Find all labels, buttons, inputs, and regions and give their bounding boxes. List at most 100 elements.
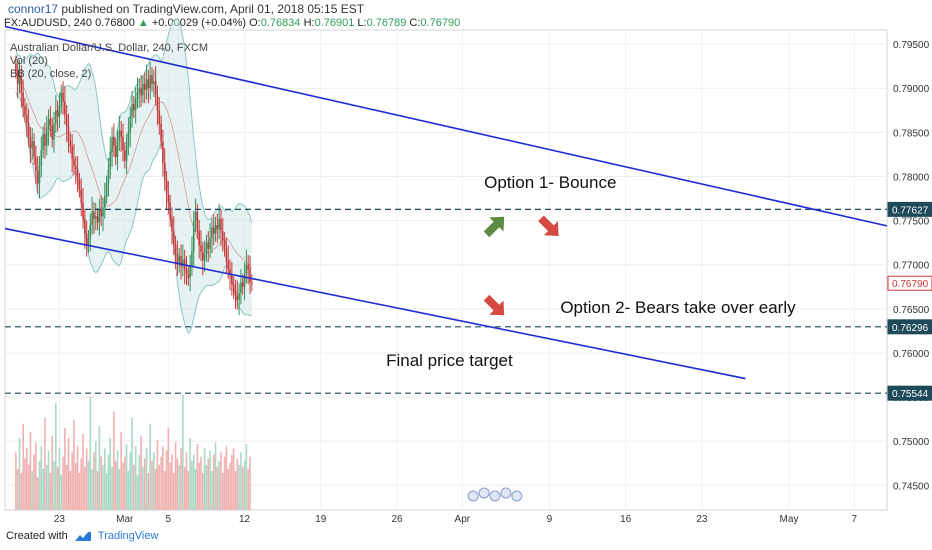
price-label-text: 0.76790 [892, 279, 929, 290]
volume-bar [225, 446, 228, 510]
volume-bar [145, 448, 148, 510]
volume-bar [18, 438, 21, 510]
candle-body [133, 104, 135, 111]
grid [5, 30, 887, 510]
candle-body [91, 211, 93, 225]
candle-body [96, 216, 99, 223]
x-tick-label: 23 [696, 514, 708, 525]
author-name[interactable]: connor17 [8, 2, 59, 16]
event-flag-icon [500, 487, 512, 499]
volume-bar [109, 438, 112, 510]
candle-body [151, 75, 153, 84]
volume-bar [123, 456, 126, 510]
candle-body [198, 231, 200, 246]
candle-body [205, 242, 208, 255]
tradingview-link[interactable]: TradingView [97, 530, 159, 542]
volume-bar [220, 452, 222, 510]
candle-body [220, 218, 222, 232]
volume-bar [20, 473, 23, 510]
event-flag-icon [489, 490, 501, 502]
candle-body [105, 183, 108, 196]
channel-trendlines [4, 25, 888, 380]
candle-body [134, 98, 137, 111]
candle-body [56, 110, 59, 117]
candle-body [74, 165, 77, 170]
price-label-box [887, 319, 932, 335]
candle-body [20, 75, 23, 93]
candle-body [229, 269, 231, 276]
volume-bar [71, 452, 73, 510]
lower-channel-line [4, 227, 746, 380]
candle-body [113, 136, 115, 146]
volume-bar [211, 470, 213, 510]
candle-body [180, 255, 182, 267]
x-tick-label: 26 [391, 514, 403, 525]
candle-body [218, 218, 220, 230]
volume-bar [36, 477, 39, 510]
volume-bar [40, 446, 43, 510]
candle-body [185, 269, 188, 274]
candle-body [36, 171, 39, 184]
volume-legend[interactable]: Vol (20) [10, 55, 48, 67]
volume-bar [202, 473, 204, 510]
candle-body [238, 292, 240, 300]
y-tick-label: 0.78000 [893, 172, 930, 183]
candle-body [38, 165, 41, 184]
volume-bar [45, 464, 48, 510]
candle-body [114, 145, 117, 158]
price-label-box [887, 275, 932, 291]
volume-bar [27, 464, 30, 510]
event-flag-icon [511, 490, 523, 502]
candle-body [122, 136, 124, 150]
bb-legend[interactable]: BB (20, close, 2) [10, 68, 91, 80]
annotation-text: Option 2- Bears take over early [560, 298, 796, 317]
volume-bar [33, 454, 35, 510]
candle-body [232, 284, 235, 292]
volume-bar [116, 450, 119, 510]
candle-body [18, 75, 21, 84]
candle-body [167, 194, 170, 203]
candle-body [55, 110, 57, 124]
volume-bar [147, 473, 150, 510]
volume-bar [158, 464, 161, 510]
volume-bar [227, 468, 230, 510]
text-annotations: Option 1- Bounce Option 2- Bears take ove… [386, 173, 796, 370]
volume-bar [232, 448, 235, 510]
volume-bar [125, 444, 128, 510]
candle-body [191, 251, 193, 267]
green-up-arrow-shape [483, 216, 505, 238]
candle-body [221, 231, 224, 240]
candle-body [234, 291, 237, 296]
volume-bar [104, 448, 106, 510]
x-tick-label: 7 [852, 514, 858, 525]
publish-info: connor17 published on TradingView.com, A… [8, 2, 364, 16]
volume-bar [172, 473, 175, 510]
candle-body [131, 104, 133, 117]
candle-body [129, 116, 132, 133]
volume-bar [22, 423, 24, 510]
candle-body [116, 141, 119, 158]
candle-body [98, 210, 101, 223]
low-value: 0.76789 [366, 17, 407, 29]
volume-bar [212, 454, 215, 510]
created-with-label: Created with [6, 530, 68, 542]
volume-bar [131, 417, 133, 510]
volume-bar [122, 462, 124, 510]
volume-bar [200, 456, 202, 510]
candle-body [207, 242, 210, 249]
candle-body [160, 123, 162, 142]
volume-bar [176, 458, 179, 510]
volume-bar [76, 446, 79, 510]
volume-bar [143, 458, 146, 510]
volume-bar [216, 466, 219, 510]
volume-bar [44, 417, 46, 510]
horizontal-levels [5, 208, 887, 394]
volume-bar [149, 423, 151, 510]
candle-body [158, 110, 161, 124]
candle-body [24, 105, 26, 115]
price-chart[interactable]: Option 1- Bounce Option 2- Bears take ove… [0, 0, 932, 530]
y-tick-label: 0.79500 [893, 40, 930, 51]
candle-body [58, 105, 61, 117]
candle-body [241, 282, 244, 287]
volume-bar [163, 470, 166, 510]
